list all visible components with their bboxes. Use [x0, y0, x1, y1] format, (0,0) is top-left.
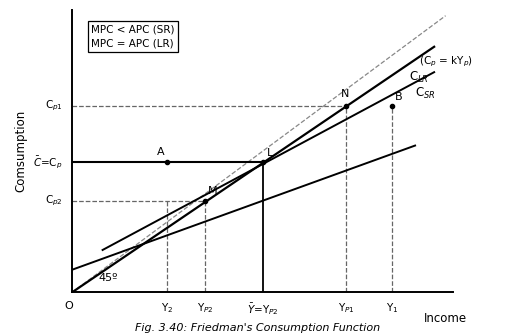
Text: Y$_2$: Y$_2$ [161, 301, 174, 314]
Text: Comsumption: Comsumption [14, 110, 27, 192]
Text: C$_{p2}$: C$_{p2}$ [45, 194, 63, 208]
Text: A: A [157, 148, 164, 157]
Text: M: M [208, 185, 217, 196]
Text: O: O [64, 301, 73, 311]
Text: $\bar{C}$=C$_p$: $\bar{C}$=C$_p$ [33, 154, 63, 171]
Text: $\bar{Y}$=Y$_{P2}$: $\bar{Y}$=Y$_{P2}$ [247, 301, 279, 317]
Text: (C$_p$ = kY$_p$): (C$_p$ = kY$_p$) [419, 55, 473, 70]
Text: C$_{p1}$: C$_{p1}$ [45, 99, 63, 113]
Text: C$_{SR}$: C$_{SR}$ [415, 86, 436, 101]
Text: 45º: 45º [98, 273, 118, 283]
Text: B: B [396, 92, 403, 102]
Text: MPC < APC (SR)
MPC = APC (LR): MPC < APC (SR) MPC = APC (LR) [91, 24, 175, 48]
Text: Y$_{P1}$: Y$_{P1}$ [338, 301, 355, 314]
Text: Y$_{P2}$: Y$_{P2}$ [197, 301, 214, 314]
Text: Y$_1$: Y$_1$ [386, 301, 399, 314]
Text: Income: Income [424, 312, 467, 325]
Text: C$_{LR}$: C$_{LR}$ [409, 70, 429, 85]
Text: Fig. 3.40: Friedman's Consumption Function: Fig. 3.40: Friedman's Consumption Functi… [135, 323, 380, 333]
Text: L: L [266, 148, 272, 158]
Text: N: N [340, 89, 349, 99]
